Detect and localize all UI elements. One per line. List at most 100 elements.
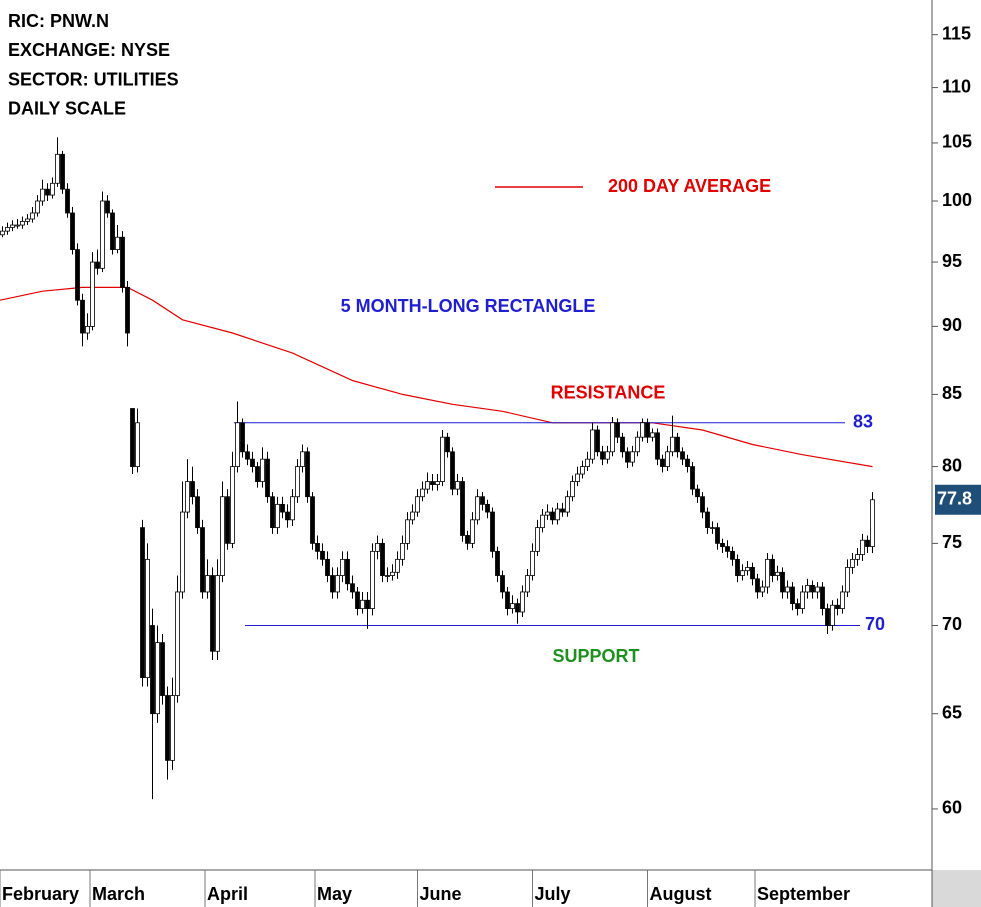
candle-body: [275, 503, 280, 529]
candle-body: [465, 535, 470, 544]
candle-body: [20, 221, 25, 226]
candle-body: [320, 550, 325, 560]
level-name: RESISTANCE: [551, 383, 666, 403]
candle-body: [560, 508, 565, 513]
candle-body: [740, 570, 745, 576]
candle-body: [585, 458, 590, 467]
candle-body: [570, 481, 575, 498]
candle-body: [35, 200, 40, 214]
candle-body: [30, 212, 35, 220]
y-tick-label: 95: [942, 251, 962, 271]
candle-body: [515, 603, 520, 613]
candle-body: [730, 550, 735, 560]
candle-body: [330, 575, 335, 593]
candle-body: [25, 218, 30, 222]
y-tick-label: 70: [942, 614, 962, 634]
candle-body: [660, 458, 665, 467]
candle-body: [815, 586, 820, 593]
corner-box: [932, 870, 981, 907]
candle-body: [525, 575, 530, 593]
candle-body: [485, 503, 490, 513]
candle-body: [230, 466, 235, 544]
candle-body: [40, 188, 45, 202]
candle-body: [295, 466, 300, 498]
candle-body: [700, 496, 705, 513]
candle-body: [590, 429, 595, 460]
last-price-badge: [935, 484, 981, 515]
y-tick-label: 85: [942, 383, 962, 403]
candle-body: [70, 212, 75, 250]
candle-body: [710, 527, 715, 530]
candle-body: [5, 227, 10, 232]
candle-body: [765, 558, 770, 588]
candle-body: [120, 236, 125, 288]
candle-body: [340, 558, 345, 576]
candle-body: [745, 567, 750, 572]
candle-body: [185, 481, 190, 513]
candle-body: [225, 496, 230, 544]
candle-body: [870, 499, 875, 547]
y-tick-label: 90: [942, 315, 962, 335]
candle-body: [850, 558, 855, 568]
candle-body: [595, 429, 600, 453]
level-value-label: 70: [865, 614, 885, 634]
candle-body: [475, 496, 480, 521]
candle-body: [795, 603, 800, 610]
candle-body: [775, 571, 780, 576]
candle-body: [115, 236, 120, 250]
x-tick-label: September: [757, 884, 850, 904]
candle-body: [180, 511, 185, 593]
candle-body: [460, 481, 465, 536]
candle-body: [390, 571, 395, 576]
candle-body: [445, 436, 450, 453]
x-tick-label: February: [2, 884, 79, 904]
candle-body: [140, 527, 145, 679]
candle-body: [720, 542, 725, 547]
candle-body: [855, 554, 860, 560]
candle-body: [790, 586, 795, 604]
candle-body: [655, 432, 660, 460]
candle-body: [750, 567, 755, 580]
candle-body: [615, 422, 620, 438]
candle-body: [755, 578, 760, 593]
candle-body: [545, 511, 550, 516]
candle-body: [675, 436, 680, 453]
candle-body: [565, 496, 570, 513]
candle-body: [440, 436, 445, 482]
legend-label: 200 DAY AVERAGE: [608, 176, 771, 196]
candle-body: [110, 212, 115, 250]
candle-body: [470, 519, 475, 544]
candle-body: [770, 558, 775, 576]
candle-body: [580, 466, 585, 475]
candle-body: [335, 575, 340, 593]
candle-body: [385, 575, 390, 577]
candle-body: [605, 451, 610, 460]
x-tick-label: July: [535, 884, 571, 904]
candle-body: [530, 550, 535, 576]
candle-body: [155, 642, 160, 715]
candle-body: [495, 550, 500, 576]
candle-body: [60, 153, 65, 190]
y-tick-label: 65: [942, 702, 962, 722]
candle-body: [410, 511, 415, 521]
candle-body: [175, 591, 180, 696]
y-tick-label: 75: [942, 532, 962, 552]
candle-body: [665, 451, 670, 467]
y-tick-label: 115: [942, 23, 971, 43]
header-line: DAILY SCALE: [8, 99, 126, 119]
candle-body: [600, 451, 605, 460]
y-tick-label: 80: [942, 455, 962, 475]
candle-body: [780, 571, 785, 593]
candle-body: [680, 451, 685, 460]
candle-body: [325, 558, 330, 576]
candle-body: [725, 546, 730, 552]
candle-body: [610, 422, 615, 453]
candle-body: [0, 230, 5, 236]
x-tick-label: March: [92, 884, 145, 904]
candle-body: [210, 575, 215, 652]
y-tick-label: 60: [942, 798, 962, 818]
candle-body: [540, 514, 545, 529]
candle-body: [145, 558, 150, 679]
candle-body: [510, 603, 515, 610]
